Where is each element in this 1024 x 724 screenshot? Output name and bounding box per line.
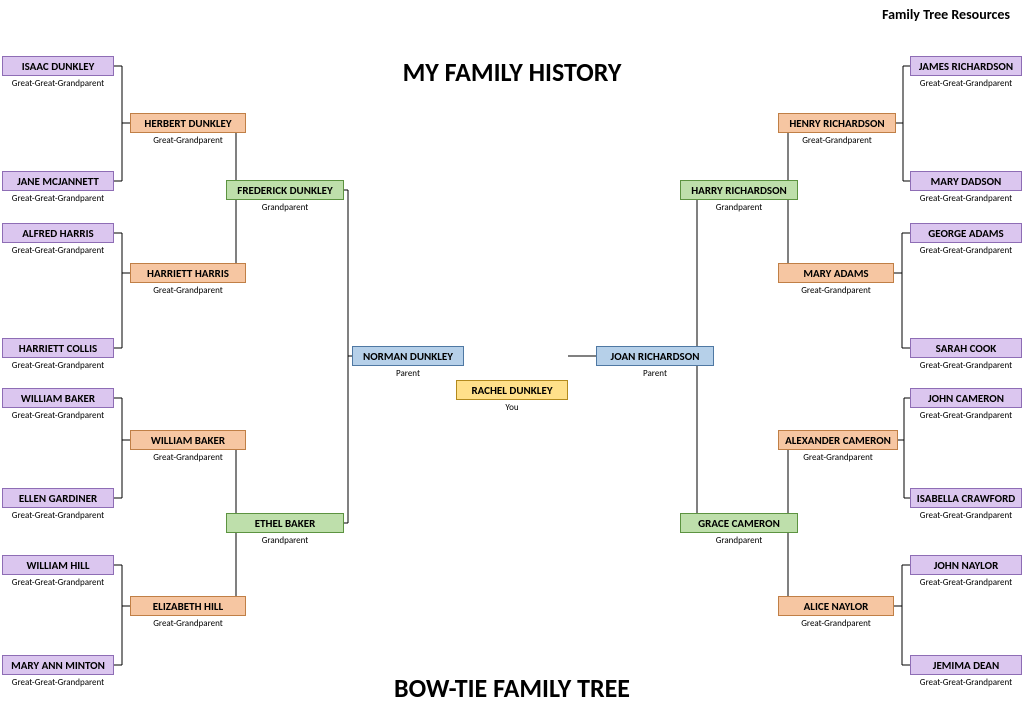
- person-node: FREDERICK DUNKLEY Grandparent: [226, 180, 344, 213]
- person-name: ETHEL BAKER: [226, 513, 344, 533]
- person-node: JAMES RICHARDSON Great-Great-Grandparent: [910, 56, 1022, 89]
- relation-label: Great-Great-Grandparent: [2, 78, 114, 89]
- person-node: HERBERT DUNKLEY Great-Grandparent: [130, 113, 246, 146]
- relation-label: Parent: [596, 368, 714, 379]
- relation-label: Great-Great-Grandparent: [2, 410, 114, 421]
- person-name: SARAH COOK: [910, 338, 1022, 358]
- person-node: SARAH COOK Great-Great-Grandparent: [910, 338, 1022, 371]
- relation-label: Great-Grandparent: [130, 618, 246, 629]
- person-node: MARY ADAMS Great-Grandparent: [778, 263, 894, 296]
- person-name: FREDERICK DUNKLEY: [226, 180, 344, 200]
- person-name: ALEXANDER CAMERON: [778, 430, 898, 450]
- person-name: HERBERT DUNKLEY: [130, 113, 246, 133]
- person-node: JOHN CAMERON Great-Great-Grandparent: [910, 388, 1022, 421]
- person-node: GEORGE ADAMS Great-Great-Grandparent: [910, 223, 1022, 256]
- relation-label: Great-Great-Grandparent: [910, 360, 1022, 371]
- person-name: JEMIMA DEAN: [910, 655, 1022, 675]
- relation-label: Great-Great-Grandparent: [910, 245, 1022, 256]
- relation-label: Parent: [352, 368, 464, 379]
- person-name: JANE MCJANNETT: [2, 171, 114, 191]
- person-node: WILLIAM HILL Great-Great-Grandparent: [2, 555, 114, 588]
- person-name: ISABELLA CRAWFORD: [910, 488, 1022, 508]
- relation-label: Grandparent: [680, 202, 798, 213]
- relation-label: Great-Great-Grandparent: [2, 510, 114, 521]
- relation-label: Great-Great-Grandparent: [910, 510, 1022, 521]
- person-node: HARRIETT HARRIS Great-Grandparent: [130, 263, 246, 296]
- relation-label: Great-Grandparent: [130, 285, 246, 296]
- person-name: ELIZABETH HILL: [130, 596, 246, 616]
- person-name: HARRY RICHARDSON: [680, 180, 798, 200]
- person-node: JEMIMA DEAN Great-Great-Grandparent: [910, 655, 1022, 688]
- person-node: RACHEL DUNKLEY You: [456, 380, 568, 413]
- person-node: ETHEL BAKER Grandparent: [226, 513, 344, 546]
- relation-label: Great-Great-Grandparent: [910, 577, 1022, 588]
- person-node: ELLEN GARDINER Great-Great-Grandparent: [2, 488, 114, 521]
- person-node: ISABELLA CRAWFORD Great-Great-Grandparent: [910, 488, 1022, 521]
- person-name: HARRIETT COLLIS: [2, 338, 114, 358]
- person-name: ALFRED HARRIS: [2, 223, 114, 243]
- relation-label: Great-Great-Grandparent: [2, 360, 114, 371]
- person-node: ALICE NAYLOR Great-Grandparent: [778, 596, 894, 629]
- relation-label: Great-Great-Grandparent: [910, 677, 1022, 688]
- relation-label: Great-Great-Grandparent: [910, 78, 1022, 89]
- relation-label: Great-Grandparent: [778, 452, 898, 463]
- relation-label: Great-Grandparent: [130, 452, 246, 463]
- person-node: WILLIAM BAKER Great-Great-Grandparent: [2, 388, 114, 421]
- relation-label: Great-Grandparent: [778, 618, 894, 629]
- person-name: WILLIAM BAKER: [130, 430, 246, 450]
- person-node: ALEXANDER CAMERON Great-Grandparent: [778, 430, 898, 463]
- person-name: GEORGE ADAMS: [910, 223, 1022, 243]
- relation-label: Great-Great-Grandparent: [2, 677, 114, 688]
- relation-label: Grandparent: [680, 535, 798, 546]
- person-name: WILLIAM BAKER: [2, 388, 114, 408]
- person-name: HENRY RICHARDSON: [778, 113, 896, 133]
- person-name: HARRIETT HARRIS: [130, 263, 246, 283]
- person-node: ELIZABETH HILL Great-Grandparent: [130, 596, 246, 629]
- person-name: MARY ANN MINTON: [2, 655, 114, 675]
- person-node: GRACE CAMERON Grandparent: [680, 513, 798, 546]
- person-name: MARY DADSON: [910, 171, 1022, 191]
- person-node: JOHN NAYLOR Great-Great-Grandparent: [910, 555, 1022, 588]
- person-node: WILLIAM BAKER Great-Grandparent: [130, 430, 246, 463]
- person-node: MARY ANN MINTON Great-Great-Grandparent: [2, 655, 114, 688]
- person-node: MARY DADSON Great-Great-Grandparent: [910, 171, 1022, 204]
- person-node: HENRY RICHARDSON Great-Grandparent: [778, 113, 896, 146]
- person-node: HARRY RICHARDSON Grandparent: [680, 180, 798, 213]
- person-node: JOAN RICHARDSON Parent: [596, 346, 714, 379]
- person-name: ELLEN GARDINER: [2, 488, 114, 508]
- relation-label: Great-Grandparent: [130, 135, 246, 146]
- person-name: ISAAC DUNKLEY: [2, 56, 114, 76]
- person-name: GRACE CAMERON: [680, 513, 798, 533]
- relation-label: You: [456, 402, 568, 413]
- person-name: JOHN CAMERON: [910, 388, 1022, 408]
- person-name: NORMAN DUNKLEY: [352, 346, 464, 366]
- relation-label: Great-Great-Grandparent: [2, 577, 114, 588]
- person-name: ALICE NAYLOR: [778, 596, 894, 616]
- relation-label: Great-Great-Grandparent: [2, 245, 114, 256]
- person-node: ISAAC DUNKLEY Great-Great-Grandparent: [2, 56, 114, 89]
- person-name: WILLIAM HILL: [2, 555, 114, 575]
- person-name: JOHN NAYLOR: [910, 555, 1022, 575]
- person-node: HARRIETT COLLIS Great-Great-Grandparent: [2, 338, 114, 371]
- person-name: JOAN RICHARDSON: [596, 346, 714, 366]
- relation-label: Great-Grandparent: [778, 135, 896, 146]
- person-name: JAMES RICHARDSON: [910, 56, 1022, 76]
- person-node: ALFRED HARRIS Great-Great-Grandparent: [2, 223, 114, 256]
- person-node: JANE MCJANNETT Great-Great-Grandparent: [2, 171, 114, 204]
- person-name: RACHEL DUNKLEY: [456, 380, 568, 400]
- relation-label: Grandparent: [226, 202, 344, 213]
- person-name: MARY ADAMS: [778, 263, 894, 283]
- relation-label: Great-Grandparent: [778, 285, 894, 296]
- relation-label: Grandparent: [226, 535, 344, 546]
- person-node: NORMAN DUNKLEY Parent: [352, 346, 464, 379]
- relation-label: Great-Great-Grandparent: [2, 193, 114, 204]
- relation-label: Great-Great-Grandparent: [910, 193, 1022, 204]
- relation-label: Great-Great-Grandparent: [910, 410, 1022, 421]
